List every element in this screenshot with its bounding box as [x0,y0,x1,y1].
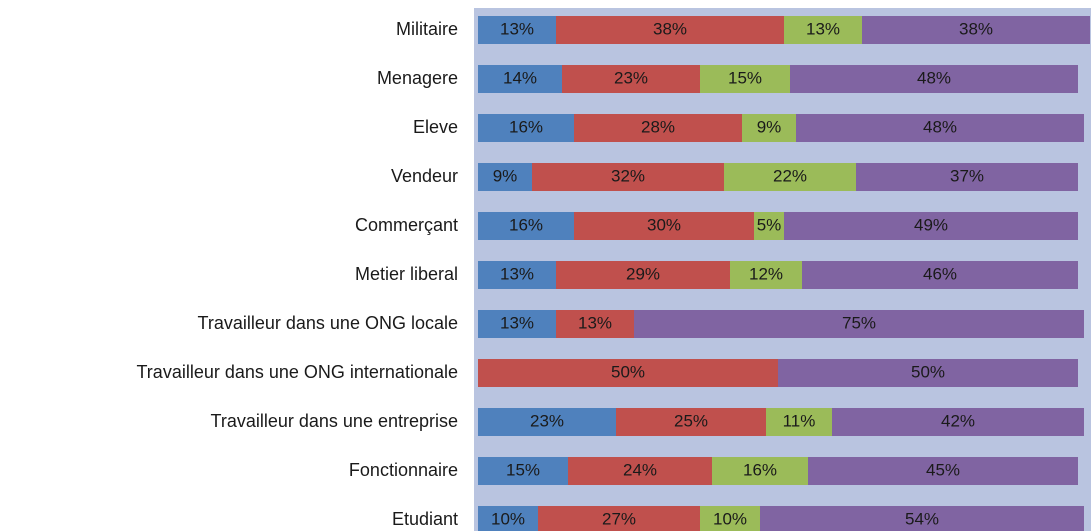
value-label: 48% [923,117,957,136]
category-label: Militaire [396,19,458,39]
bar-segment [856,163,1078,191]
value-label: 11% [783,411,816,430]
bar-segment [802,261,1078,289]
category-label: Fonctionnaire [349,460,458,480]
bar-segment [862,16,1090,44]
bar-segment [478,261,556,289]
value-label: 46% [923,264,957,283]
bar-segment [712,457,808,485]
bar-segment [478,163,532,191]
value-label: 15% [728,68,762,87]
bar-segment [616,408,766,436]
bar-segment [808,457,1078,485]
bar-segment [766,408,832,436]
value-label: 27% [602,509,636,528]
value-label: 49% [914,215,948,234]
bar-segment [574,114,742,142]
value-label: 28% [641,117,675,136]
value-label: 37% [950,166,984,185]
bar-segment [832,408,1084,436]
value-label: 13% [806,19,840,38]
value-label: 25% [674,411,708,430]
bar-segment [574,212,754,240]
value-label: 54% [905,509,939,528]
bar-segment [556,261,730,289]
value-label: 29% [626,264,660,283]
value-label: 22% [773,166,807,185]
bar-segment [754,212,784,240]
value-label: 38% [959,19,993,38]
value-label: 13% [500,313,534,332]
value-label: 50% [911,362,945,381]
value-label: 30% [647,215,681,234]
bar-segment [478,457,568,485]
bar-segment [724,163,856,191]
value-label: 42% [941,411,975,430]
bar-segment [700,65,790,93]
bar-segment [784,16,862,44]
value-label: 16% [509,117,543,136]
value-label: 13% [500,264,534,283]
value-label: 15% [506,460,540,479]
bar-segment [478,408,616,436]
value-label: 38% [653,19,687,38]
category-label: Eleve [413,117,458,137]
bar-segment [796,114,1084,142]
value-label: 23% [530,411,564,430]
bar-segment [730,261,802,289]
category-label: Metier liberal [355,264,458,284]
value-label: 16% [743,460,777,479]
bar-segment [556,310,634,338]
value-label: 13% [578,313,612,332]
category-label: Travailleur dans une ONG locale [198,313,458,333]
category-label: Travailleur dans une ONG internationale [136,362,458,382]
value-label: 9% [757,117,782,136]
value-label: 32% [611,166,645,185]
bar-segment [478,310,556,338]
bar-segment [760,506,1084,531]
value-label: 5% [757,215,782,234]
bar-segment [784,212,1078,240]
bar-segment [790,65,1078,93]
value-label: 45% [926,460,960,479]
bar-segment [478,212,574,240]
bar-segment [532,163,724,191]
bar-segment [478,114,574,142]
value-label: 13% [500,19,534,38]
value-label: 14% [503,68,537,87]
bar-segment [778,359,1078,387]
bar-segment [556,16,784,44]
category-label: Travailleur dans une entreprise [211,411,458,431]
bar-segment [478,16,556,44]
value-label: 50% [611,362,645,381]
bar-segment [538,506,700,531]
value-label: 10% [713,509,747,528]
category-label: Commerçant [355,215,458,235]
bar-segment [700,506,760,531]
bar-segment [742,114,796,142]
category-label: Etudiant [392,509,458,529]
category-label: Menagere [377,68,458,88]
value-label: 16% [509,215,543,234]
value-label: 10% [491,509,525,528]
value-label: 9% [493,166,518,185]
value-label: 75% [842,313,876,332]
bar-segment [634,310,1084,338]
bar-segment [568,457,712,485]
value-label: 12% [749,264,783,283]
bar-segment [562,65,700,93]
value-label: 24% [623,460,657,479]
bar-segment [478,359,778,387]
bar-segment [478,65,562,93]
category-label: Vendeur [391,166,458,186]
value-label: 48% [917,68,951,87]
value-label: 23% [614,68,648,87]
bar-segment [478,506,538,531]
